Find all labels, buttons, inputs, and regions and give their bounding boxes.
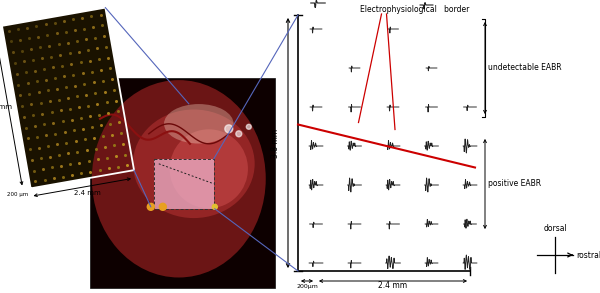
- Circle shape: [160, 203, 166, 210]
- Ellipse shape: [170, 129, 248, 208]
- Ellipse shape: [164, 104, 233, 144]
- Text: 2.4 mm: 2.4 mm: [379, 281, 407, 290]
- Text: Electrophysiological   border: Electrophysiological border: [359, 5, 469, 14]
- Polygon shape: [2, 8, 134, 188]
- Text: 3.8 mm: 3.8 mm: [0, 104, 12, 110]
- Text: positive EABR: positive EABR: [488, 180, 541, 188]
- Circle shape: [212, 204, 217, 209]
- Text: 2.4 mm: 2.4 mm: [74, 190, 101, 196]
- Bar: [90, 78, 275, 288]
- Circle shape: [148, 203, 154, 210]
- Ellipse shape: [133, 110, 254, 218]
- Circle shape: [247, 124, 251, 129]
- Text: dorsal: dorsal: [543, 224, 567, 233]
- Circle shape: [236, 131, 242, 137]
- Polygon shape: [154, 159, 214, 209]
- Text: 200 μm: 200 μm: [7, 193, 29, 197]
- Ellipse shape: [92, 80, 266, 277]
- Text: rostral: rostral: [576, 251, 600, 260]
- Text: 3.8 mm: 3.8 mm: [271, 128, 281, 158]
- Circle shape: [225, 125, 233, 133]
- Text: undetectable EABR: undetectable EABR: [488, 64, 562, 72]
- Text: 200μm: 200μm: [296, 284, 318, 289]
